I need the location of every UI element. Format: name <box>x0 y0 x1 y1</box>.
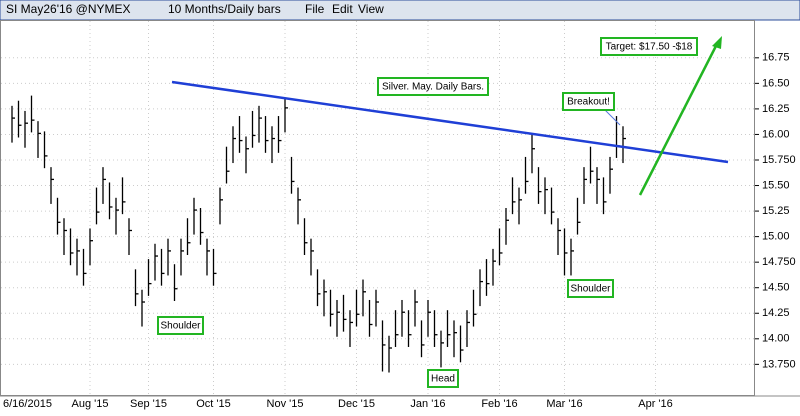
x-tick-label: Sep '15 <box>130 398 167 410</box>
arrow-head <box>712 36 722 49</box>
y-tick-label: 16.00 <box>762 128 790 140</box>
y-tick-label: 15.750 <box>762 154 796 166</box>
annotation-box <box>600 37 698 56</box>
annotation-box <box>427 369 459 388</box>
target-arrow <box>638 41 720 196</box>
y-tick-label: 15.50 <box>762 179 790 191</box>
y-tick-label: 14.00 <box>762 333 790 345</box>
annotation-box <box>377 77 489 96</box>
x-tick-label: Mar '16 <box>546 398 582 410</box>
y-tick-label: 13.750 <box>762 358 796 370</box>
symbol[interactable]: SI May26'16 @NYMEX <box>6 2 131 16</box>
period[interactable]: 10 Months/Daily bars <box>168 2 281 16</box>
y-tick-label: 16.50 <box>762 77 790 89</box>
x-tick-label: Apr '16 <box>638 398 673 410</box>
menu-edit[interactable]: Edit <box>332 2 353 16</box>
x-tick-label: 6/16/2015 <box>3 398 52 410</box>
y-tick-label: 16.75 <box>762 52 790 64</box>
x-tick-label: Feb '16 <box>481 398 517 410</box>
annotation: Silver. May. Daily Bars. <box>382 82 484 93</box>
annotation: Shoulder <box>160 321 201 332</box>
x-tick-label: Nov '15 <box>267 398 304 410</box>
breakout-pointer <box>604 109 621 126</box>
y-tick-label: 14.750 <box>762 256 796 268</box>
y-tick-label: 16.25 <box>762 103 790 115</box>
x-tick-label: Dec '15 <box>338 398 375 410</box>
y-tick-label: 14.50 <box>762 282 790 294</box>
annotation: Target: $17.50 -$18 <box>606 42 693 53</box>
annotation: Shoulder <box>570 284 611 295</box>
trend-line <box>171 80 729 164</box>
x-tick-label: Aug '15 <box>72 398 109 410</box>
annotation-box <box>567 279 614 298</box>
annotation-box <box>157 316 204 335</box>
y-tick-label: 15.00 <box>762 231 790 243</box>
menu-file[interactable]: File <box>305 2 325 16</box>
annotation: Breakout! <box>567 97 610 108</box>
x-tick-label: Jan '16 <box>410 398 445 410</box>
y-tick-label: 14.25 <box>762 307 790 319</box>
x-tick-label: Oct '15 <box>196 398 231 410</box>
annotation-box <box>562 92 615 111</box>
y-tick-label: 15.25 <box>762 205 790 217</box>
annotation: Head <box>431 374 455 385</box>
menu-view[interactable]: View <box>358 2 384 16</box>
